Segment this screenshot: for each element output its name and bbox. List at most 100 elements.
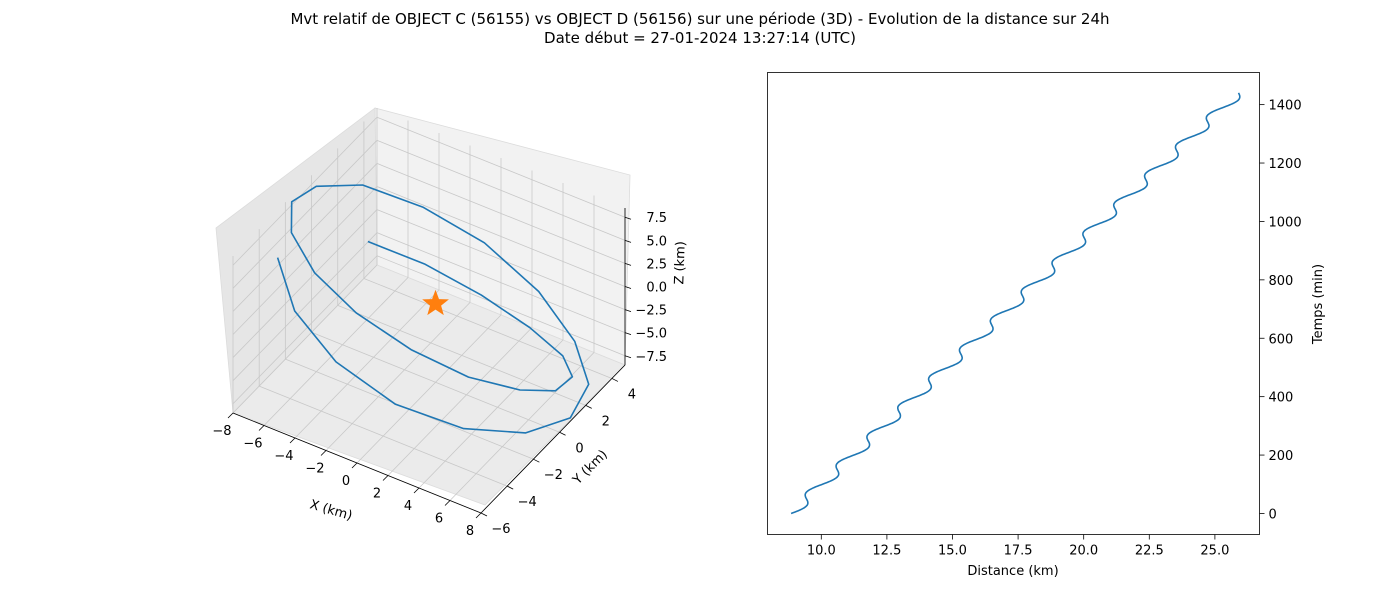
plot-2d-frame — [767, 72, 1260, 535]
grid-line-z-back — [376, 186, 626, 287]
grid-line-y-floor — [337, 304, 586, 406]
y-tick-label-2d: 1400 — [1269, 99, 1302, 114]
grid-line-z-back — [376, 163, 626, 264]
y-tick-label: 4 — [628, 387, 636, 402]
figure-title-line1: Mvt relatif de OBJECT C (56155) vs OBJEC… — [290, 10, 1110, 28]
y-tick-mark — [611, 378, 619, 382]
x-tick-label: 2 — [373, 487, 381, 502]
grid-line-z-back — [376, 209, 626, 310]
z-tick-mark — [624, 309, 632, 312]
z-tick-mark — [624, 332, 632, 336]
y-axis-label-2d: Temps (min) — [1311, 264, 1326, 345]
x-tick-mark — [444, 500, 451, 506]
z-tick-mark — [624, 263, 632, 266]
x-axis-label: X (km) — [308, 497, 354, 523]
x-tick-label-2d: 15.0 — [938, 544, 967, 559]
figure-title: Mvt relatif de OBJECT C (56155) vs OBJEC… — [0, 10, 1400, 48]
grid-line-z-back — [376, 116, 626, 218]
y-tick-mark — [480, 512, 488, 517]
y-tick-label-2d: 800 — [1269, 274, 1294, 289]
grid-line-z-left — [232, 255, 378, 405]
y-tick-mark — [585, 405, 592, 409]
x-tick-mark — [320, 450, 327, 456]
x-tick-mark — [475, 512, 482, 519]
x-tick-label-2d: 12.5 — [872, 544, 901, 559]
figure-title-line2: Date début = 27-01-2024 13:27:14 (UTC) — [544, 29, 856, 47]
grid-line-z-left — [232, 232, 378, 381]
x-tick-mark — [413, 487, 420, 494]
grid-line-z-left — [232, 116, 378, 266]
grid-line-x-floor — [449, 352, 595, 501]
y-tick-mark — [533, 458, 540, 463]
grid-line-y-floor — [363, 278, 613, 379]
z-tick-label: −7.5 — [635, 350, 667, 365]
x-tick-label-2d: 20.0 — [1069, 544, 1098, 559]
z-tick-label: 5.0 — [646, 234, 667, 249]
y-tick-mark — [507, 485, 514, 490]
z-tick-mark — [624, 355, 632, 359]
y-tick-label-2d: 600 — [1269, 332, 1294, 347]
y-tick-label: −2 — [544, 468, 563, 483]
z-tick-label: 2.5 — [646, 257, 667, 272]
x-tick-label: 0 — [342, 474, 350, 489]
x-tick-mark — [382, 475, 389, 481]
x-tick-mark — [351, 462, 358, 469]
trajectory-line — [276, 184, 590, 434]
x-tick-mark — [289, 437, 296, 444]
x-tick-mark — [258, 425, 265, 431]
z-tick-label: −2.5 — [635, 304, 667, 319]
z-tick-label: 7.5 — [646, 211, 667, 226]
y-tick-label: −6 — [491, 522, 510, 537]
plot-2d: 10.0 12.5 15.0 17.5 20.0 22.5 25.0 0 200 400 600 80… — [767, 72, 1326, 579]
x-tick-label: 4 — [404, 499, 412, 514]
grid-line-y-floor — [311, 331, 560, 433]
grid-line-z-back — [376, 139, 626, 241]
x-tick-label: −8 — [212, 424, 231, 439]
ticks-2d: 10.0 12.5 15.0 17.5 20.0 22.5 25.0 0 200 400 600 80… — [807, 99, 1302, 559]
x-tick-label: 8 — [466, 524, 474, 539]
y-tick-label-2d: 0 — [1269, 507, 1277, 522]
y-tick-label-2d: 1000 — [1269, 215, 1302, 230]
grid-line-x-floor — [356, 314, 502, 464]
distance-time-line — [790, 92, 1241, 515]
y-tick-label: −4 — [518, 495, 537, 510]
grid-line-x-floor — [325, 302, 471, 451]
grid-line-x-floor — [232, 264, 378, 414]
y-tick-label: 2 — [602, 414, 610, 429]
grid-line-z-left — [232, 186, 378, 335]
y-tick-label-2d: 200 — [1269, 449, 1294, 464]
x-tick-label: −4 — [274, 449, 293, 464]
grid-line-x-floor — [387, 327, 533, 476]
grid-line-x-floor — [263, 277, 409, 426]
grid-line-z-back — [376, 232, 626, 334]
grid-line-x-floor — [418, 339, 564, 489]
grid-line-x-floor — [294, 289, 440, 439]
grid-line-z-left — [232, 163, 378, 312]
grid-line-z-left — [232, 140, 378, 289]
y-tick-label-2d: 400 — [1269, 391, 1294, 406]
z-axis-label: Z (km) — [672, 241, 689, 285]
grid-line-z-back — [376, 255, 626, 357]
y-tick-label-2d: 1200 — [1269, 157, 1302, 172]
x-tick-label-2d: 17.5 — [1004, 544, 1033, 559]
grid-3d — [232, 108, 626, 514]
origin-star-marker — [422, 289, 449, 316]
y-tick-label: 0 — [575, 441, 583, 456]
y-axis-line — [480, 364, 626, 514]
grid-line-y-floor — [259, 385, 508, 487]
x-tick-label-2d: 22.5 — [1135, 544, 1164, 559]
grid-line-z-left — [232, 209, 378, 358]
x-tick-label-2d: 25.0 — [1200, 544, 1229, 559]
x-tick-label-2d: 10.0 — [807, 544, 836, 559]
x-tick-label: −2 — [305, 462, 324, 477]
x-tick-label: 6 — [435, 512, 443, 527]
z-tick-mark — [624, 286, 632, 289]
z-tick-mark — [624, 216, 632, 220]
z-tick-label: −5.0 — [635, 327, 667, 342]
x-tick-mark — [227, 412, 234, 419]
z-tick-mark — [624, 239, 632, 243]
ticks-3d: −8 −6 −4 −2 0 2 4 6 8 −6 −4 −2 0 2 4 7.5 5.0 2.5 0.0 −2.5 −5… — [212, 211, 667, 539]
x-axis-label-2d: Distance (km) — [967, 564, 1058, 579]
x-tick-label: −6 — [243, 437, 262, 452]
